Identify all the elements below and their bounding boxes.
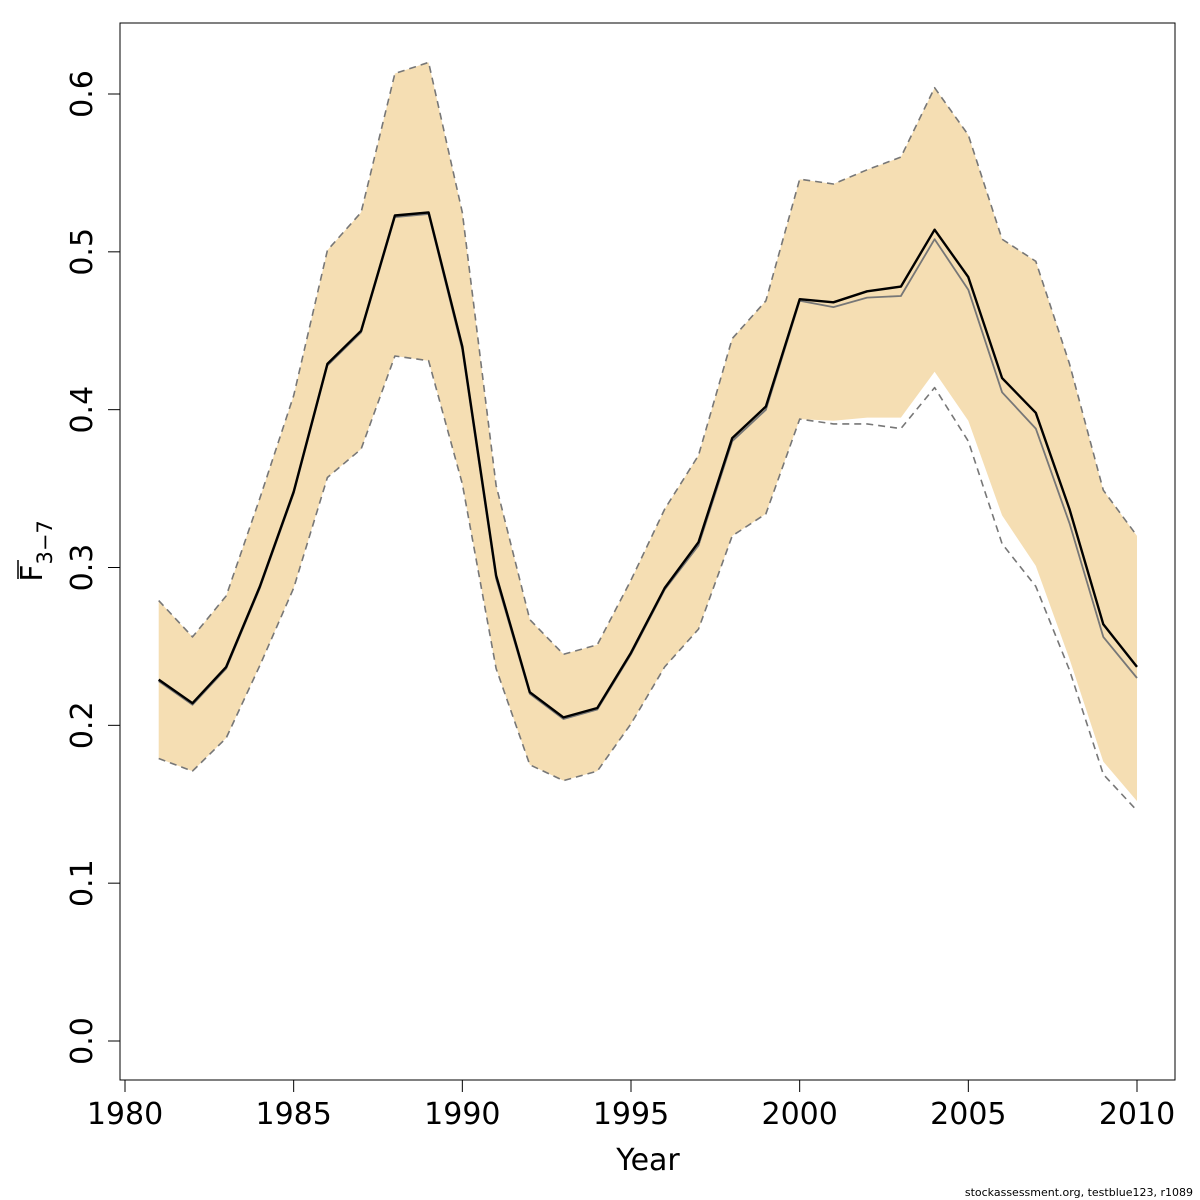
series-line-estimate [158,211,1138,719]
confidence-band-layer [158,62,1137,802]
y-axis-title: F3−7 [15,520,57,582]
confidence-band [158,62,1137,802]
x-tick-label: 2010 [1099,1097,1175,1132]
y-tick-label: 0.3 [65,544,100,592]
footer-credit: stockassessment.org, testblue123, r1089 [965,1186,1193,1199]
x-axis: 1980 1985 1990 1995 2000 2005 2010 [87,1079,1175,1132]
y-tick-label: 0.2 [65,701,100,749]
x-tick-label: 2005 [930,1097,1006,1132]
x-axis-title: Year [615,1143,680,1178]
series-line-lower-bound [158,355,1138,812]
x-tick-label: 1980 [87,1097,163,1132]
series-lines-layer [158,61,1138,812]
y-axis-title-main: F [15,565,50,582]
y-tick-label: 0.5 [65,228,100,276]
x-tick-label: 1985 [255,1097,331,1132]
x-tick-label: 1990 [424,1097,500,1132]
x-tick-label: 2000 [761,1097,837,1132]
series-line-upper-bound [158,61,1138,656]
svg-text:F3−7: F3−7 [15,520,57,582]
y-tick-label: 0.6 [65,70,100,118]
y-tick-label: 0.1 [65,859,100,907]
y-axis: 0.0 0.1 0.2 0.3 0.4 0.5 0.6 [65,70,121,1065]
y-tick-label: 0.4 [65,386,100,434]
y-axis-title-subscript: 3−7 [33,520,57,564]
x-tick-label: 1995 [593,1097,669,1132]
y-tick-label: 0.0 [65,1017,100,1065]
